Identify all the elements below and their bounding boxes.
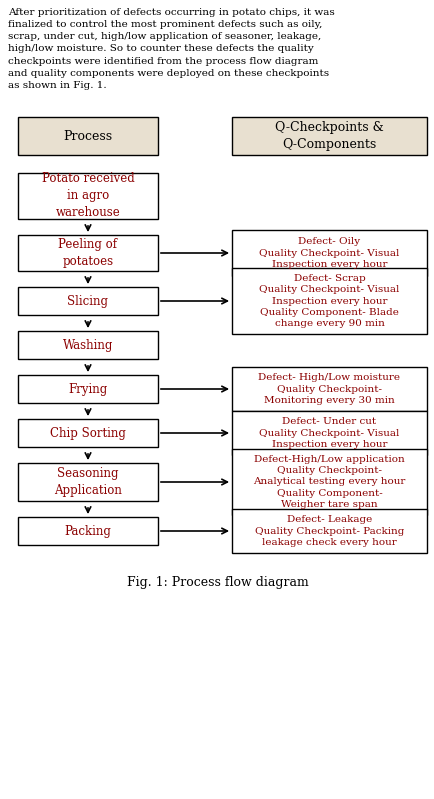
Text: Packing: Packing — [64, 524, 111, 538]
Text: Process: Process — [63, 129, 112, 142]
Text: Washing: Washing — [62, 339, 113, 352]
FancyBboxPatch shape — [18, 375, 158, 403]
Text: Defect-High/Low application
Quality Checkpoint-
Analytical testing every hour
Qu: Defect-High/Low application Quality Chec… — [253, 455, 405, 510]
FancyBboxPatch shape — [231, 117, 426, 155]
FancyBboxPatch shape — [18, 463, 158, 501]
FancyBboxPatch shape — [231, 509, 426, 553]
FancyBboxPatch shape — [18, 173, 158, 219]
Text: Peeling of
potatoes: Peeling of potatoes — [58, 238, 117, 268]
FancyBboxPatch shape — [231, 449, 426, 515]
FancyBboxPatch shape — [18, 517, 158, 545]
Text: Potato received
in agro
warehouse: Potato received in agro warehouse — [42, 173, 134, 220]
Text: Q-Checkpoints &
Q-Components: Q-Checkpoints & Q-Components — [274, 121, 383, 151]
Text: After prioritization of defects occurring in potato chips, it was
finalized to c: After prioritization of defects occurrin… — [8, 8, 334, 90]
Text: Defect- High/Low moisture
Quality Checkpoint-
Monitoring every 30 min: Defect- High/Low moisture Quality Checkp… — [258, 373, 400, 405]
FancyBboxPatch shape — [231, 230, 426, 276]
FancyBboxPatch shape — [18, 117, 158, 155]
Text: Frying: Frying — [68, 383, 107, 396]
Text: Defect- Under cut
Quality Checkpoint- Visual
Inspection every hour: Defect- Under cut Quality Checkpoint- Vi… — [259, 417, 399, 449]
Text: Chip Sorting: Chip Sorting — [50, 427, 126, 439]
Text: Seasoning
Application: Seasoning Application — [54, 467, 122, 497]
FancyBboxPatch shape — [18, 419, 158, 447]
FancyBboxPatch shape — [231, 411, 426, 455]
Text: Slicing: Slicing — [67, 295, 108, 308]
FancyBboxPatch shape — [231, 268, 426, 334]
FancyBboxPatch shape — [18, 287, 158, 315]
Text: Defect- Oily
Quality Checkpoint- Visual
Inspection every hour: Defect- Oily Quality Checkpoint- Visual … — [259, 237, 399, 269]
Text: Defect- Leakage
Quality Checkpoint- Packing
leakage check every hour: Defect- Leakage Quality Checkpoint- Pack… — [254, 515, 403, 547]
Text: Fig. 1: Process flow diagram: Fig. 1: Process flow diagram — [126, 576, 308, 589]
Text: Defect- Scrap
Quality Checkpoint- Visual
Inspection every hour
Quality Component: Defect- Scrap Quality Checkpoint- Visual… — [259, 273, 399, 328]
FancyBboxPatch shape — [18, 235, 158, 271]
FancyBboxPatch shape — [18, 331, 158, 359]
FancyBboxPatch shape — [231, 367, 426, 411]
